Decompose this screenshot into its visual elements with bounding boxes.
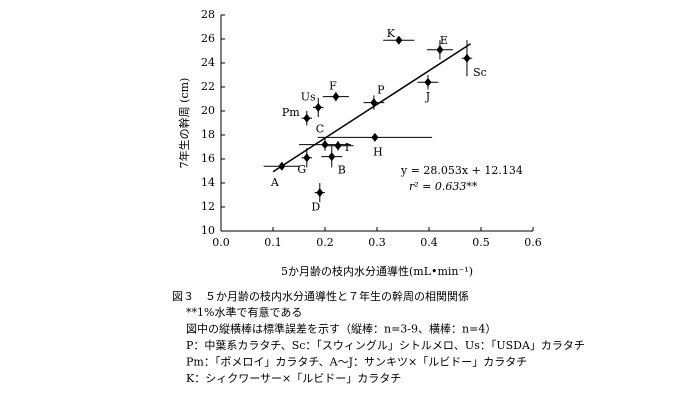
point-label: K	[387, 27, 396, 40]
x-tick-label: 0.4	[420, 236, 438, 249]
point-label: A	[270, 176, 280, 189]
y-tick-label: 16	[201, 152, 215, 165]
y-axis-label: 7年生の幹周 (cm)	[177, 78, 191, 169]
point	[463, 53, 471, 63]
y-tick-label: 10	[201, 224, 215, 237]
regression-line	[272, 43, 472, 173]
y-tick-label: 14	[201, 176, 215, 189]
y-tick-label: 22	[201, 80, 215, 93]
caption-line: **1%水準で有意である	[186, 305, 302, 319]
caption-line: 図中の縦横棒は標準誤差を示す（縦棒：n=3-9、横棒：n=4）	[186, 322, 496, 336]
point	[303, 153, 311, 163]
point-label: D	[311, 201, 320, 214]
point	[332, 92, 340, 102]
point-label: H	[373, 145, 383, 158]
point-label: J	[425, 90, 430, 103]
y-tick-label: 26	[201, 32, 215, 45]
point-label: F	[329, 80, 337, 93]
point	[371, 132, 379, 142]
caption-line: Pm：「ポメロイ」カラタチ、A～J：サンキツ×「ルビドー」カラタチ	[186, 356, 527, 369]
point	[334, 141, 342, 151]
point	[370, 98, 378, 108]
x-tick-label: 0.0	[212, 236, 230, 249]
fit-r2: r² = 0.633**	[409, 180, 478, 193]
point	[321, 140, 329, 150]
x-tick-label: 0.5	[472, 236, 490, 249]
x-tick-label: 0.1	[264, 236, 282, 249]
x-axis-label: 5か月齢の枝内水分通導性(mL•min⁻¹)	[281, 264, 473, 278]
point	[424, 77, 432, 87]
point	[314, 102, 322, 112]
point-label: P	[377, 84, 385, 97]
x-tick-label: 0.3	[368, 236, 386, 249]
point-label: C	[316, 123, 324, 136]
point-label: B	[338, 164, 346, 177]
caption-line: P：中葉系カラタチ、Sc：「スウィングル」シトルメロ、Us：「USDA」カラタチ	[186, 338, 585, 352]
point	[436, 45, 444, 55]
point	[328, 152, 336, 162]
point	[303, 113, 311, 123]
point-label: E	[440, 34, 448, 47]
point-label: Pm	[282, 106, 300, 119]
point-label: Us	[301, 90, 316, 103]
point	[278, 161, 286, 171]
y-tick-label: 24	[201, 56, 215, 69]
caption-line: K：シィクワーサー×「ルビドー」カラタチ	[186, 372, 401, 385]
y-tick-label: 20	[201, 104, 215, 117]
point-label: Sc	[473, 66, 487, 79]
y-tick-label: 18	[201, 128, 215, 141]
x-tick-label: 0.2	[316, 236, 334, 249]
point-label: G	[297, 163, 306, 176]
y-tick-label: 28	[201, 8, 215, 21]
fit-equation: y = 28.053x + 12.134	[400, 164, 523, 177]
point-label: I	[345, 141, 349, 154]
x-tick-label: 0.6	[524, 236, 542, 249]
caption-line: 図３ ５か月齢の枝内水分通導性と７年生の幹周の相関関係	[172, 289, 469, 303]
point	[395, 35, 403, 45]
point	[316, 188, 324, 198]
y-tick-label: 12	[201, 200, 215, 213]
